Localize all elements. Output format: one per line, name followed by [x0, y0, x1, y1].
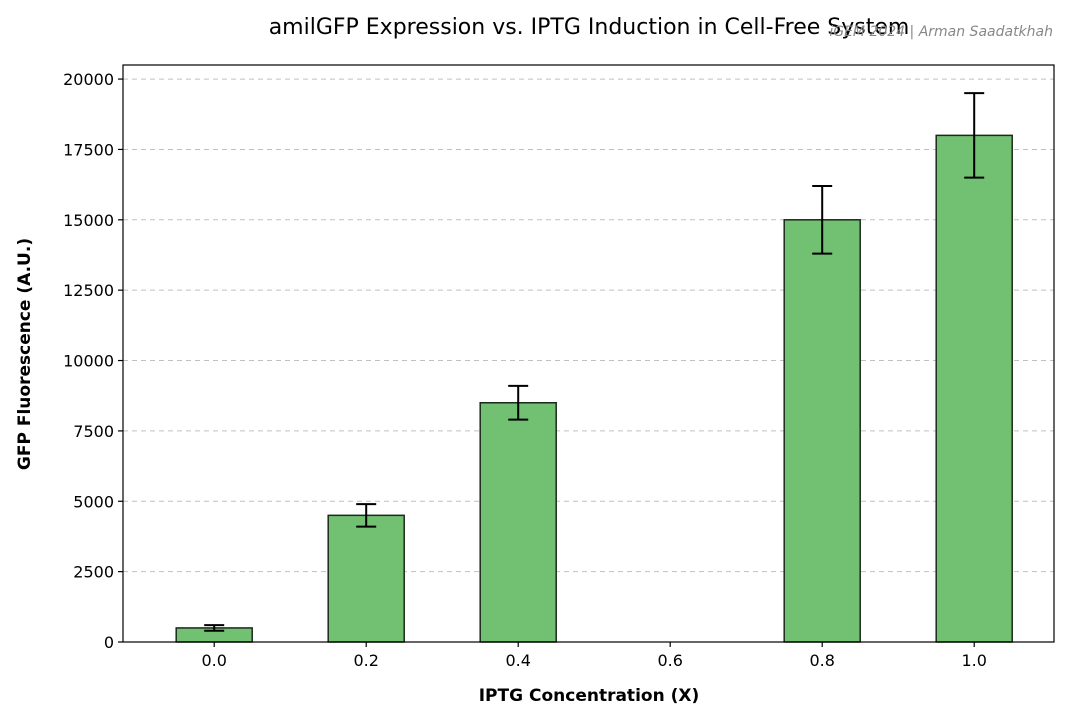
chart-title: amilGFP Expression vs. IPTG Induction in…	[269, 15, 910, 40]
x-tick-label: 0.8	[809, 651, 834, 670]
error-bar	[812, 185, 833, 255]
error-bar	[964, 92, 985, 179]
bar	[327, 514, 405, 643]
x-tick-label: 1.0	[961, 651, 986, 670]
watermark-text: iGEM 2024 | Arman Saadatkhah	[829, 24, 1053, 40]
x-axis-ticks: 0.0 0.2 0.4 0.6 0.8 1.0	[201, 642, 987, 670]
y-tick-label: 12500	[63, 281, 114, 300]
x-tick-label: 0.0	[201, 651, 226, 670]
y-axis-label: GFP Fluorescence (A.U.)	[15, 238, 35, 470]
x-tick-label: 0.4	[505, 651, 530, 670]
y-tick-label: 5000	[73, 492, 114, 511]
x-tick-label: 0.2	[353, 651, 378, 670]
bars	[175, 134, 1013, 643]
error-bar	[356, 503, 377, 528]
y-axis-ticks: 0 2500 5000 7500 10000 12500 15000 17500 20000	[63, 70, 123, 652]
x-tick-label: 0.6	[657, 651, 682, 670]
bar	[479, 402, 557, 643]
y-tick-label: 7500	[73, 422, 114, 441]
y-tick-label: 10000	[63, 352, 114, 371]
y-tick-label: 0	[104, 633, 114, 652]
error-bar	[508, 384, 529, 421]
y-tick-label: 15000	[63, 211, 114, 230]
plot-area-frame	[122, 64, 1055, 643]
bar	[935, 134, 1013, 643]
y-tick-label: 2500	[73, 563, 114, 582]
y-tick-label: 20000	[63, 70, 114, 89]
error-bar	[204, 624, 225, 632]
grid-lines	[123, 78, 1054, 573]
bar	[783, 219, 861, 643]
y-tick-label: 17500	[63, 140, 114, 159]
x-axis-label: IPTG Concentration (X)	[479, 686, 700, 706]
error-bars	[204, 92, 985, 632]
